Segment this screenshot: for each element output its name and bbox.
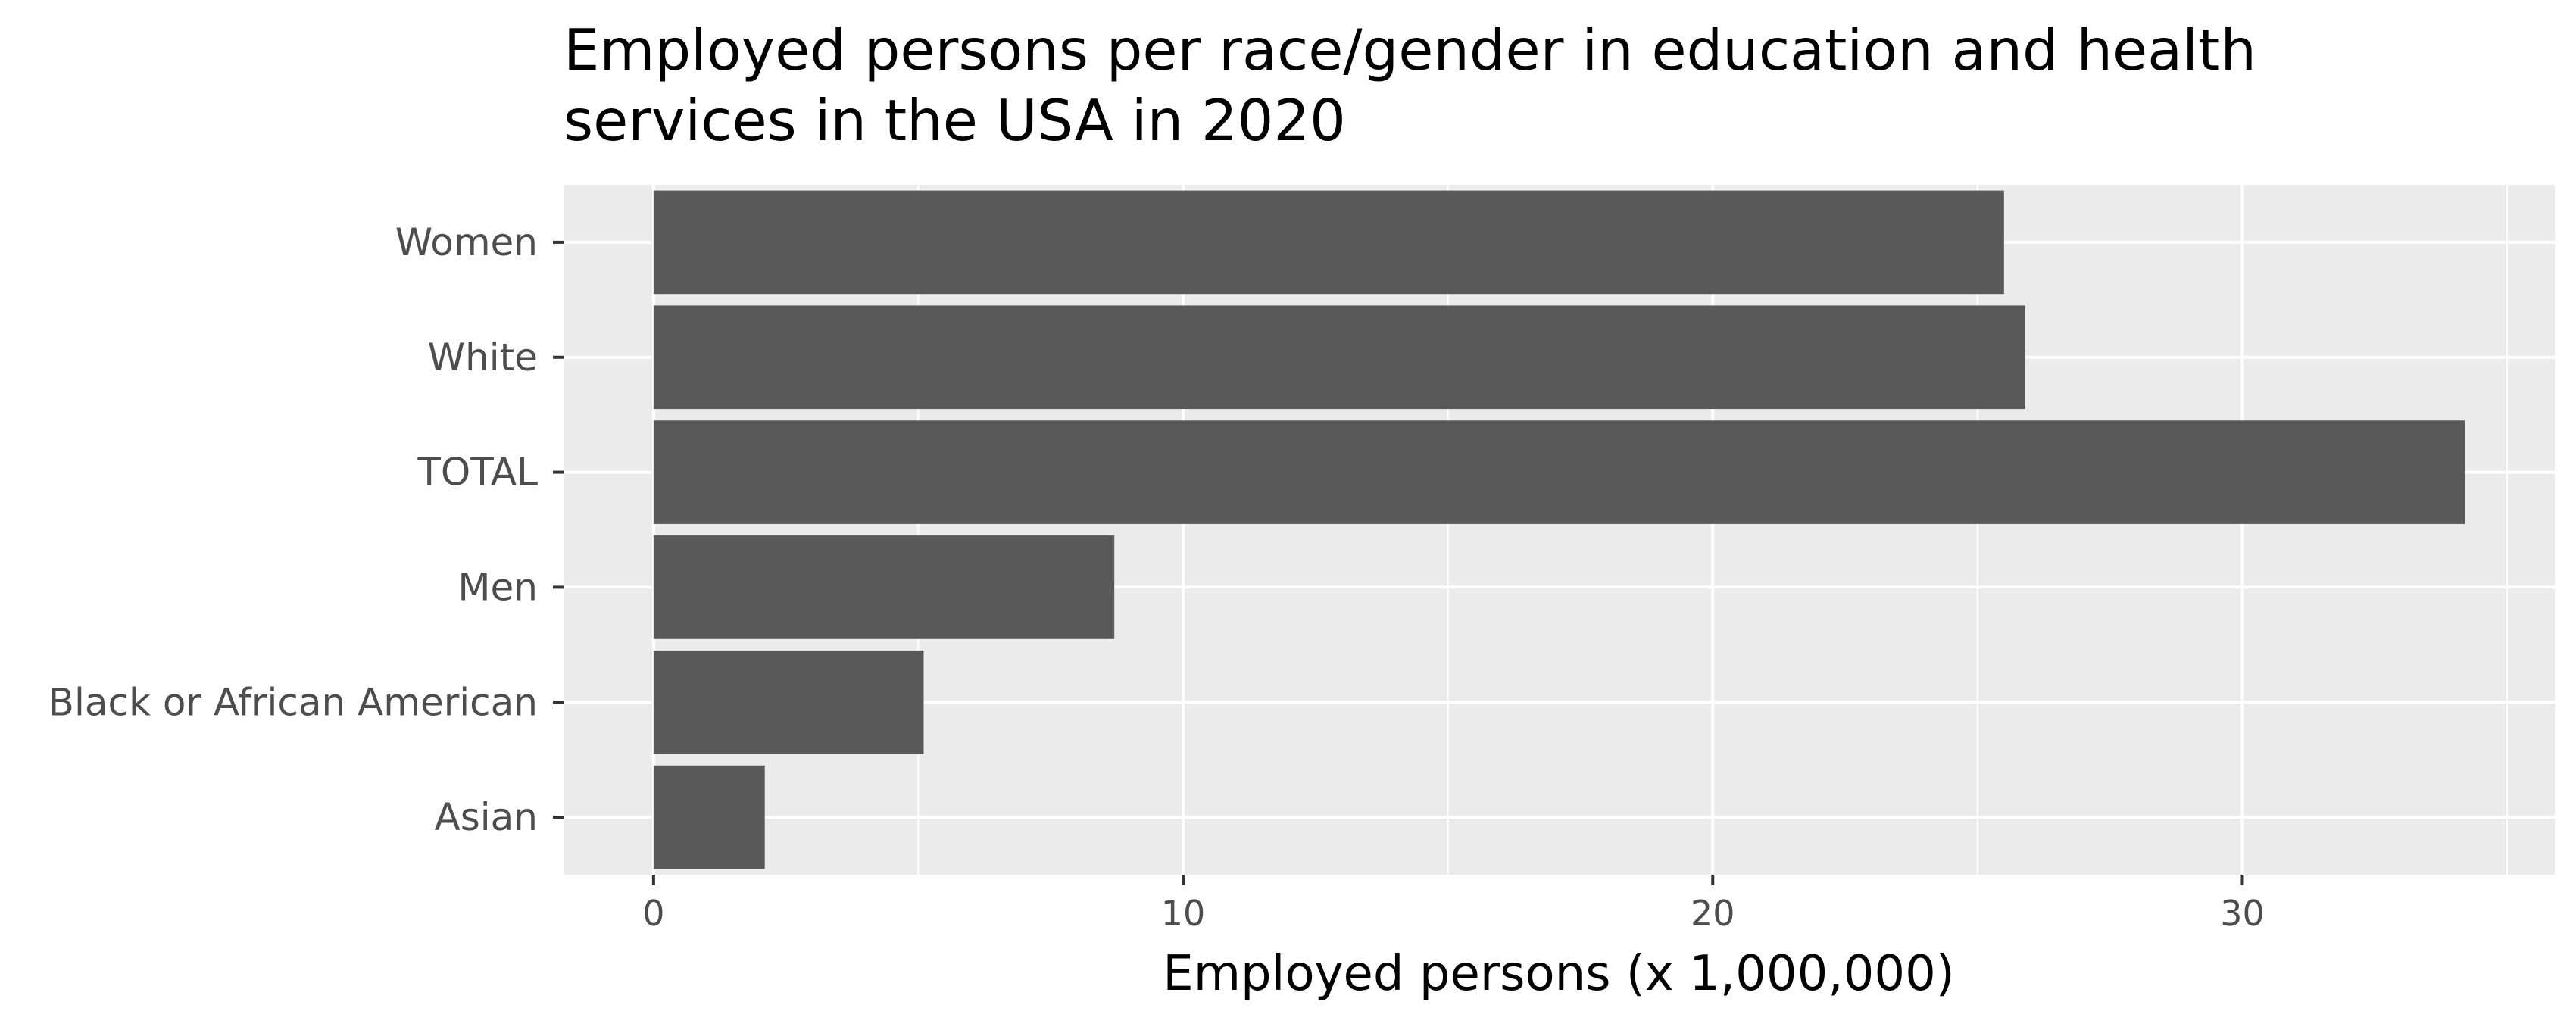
y-axis-category-label: Asian: [435, 795, 538, 839]
chart-title-line-2: services in the USA in 2020: [564, 87, 1346, 154]
y-axis-category-label: TOTAL: [417, 451, 538, 495]
x-axis-tick-label: 0: [642, 893, 664, 934]
bar: [653, 305, 2025, 410]
y-axis-category-label: Women: [395, 220, 538, 264]
bar: [653, 190, 2004, 295]
y-axis-category-label: Black or African American: [48, 680, 538, 724]
bar: [653, 650, 924, 754]
bar: [653, 420, 2465, 524]
x-axis: 0 10 20 30: [642, 875, 2265, 934]
bar: [653, 535, 1115, 639]
bar: [653, 765, 765, 869]
bars: [653, 190, 2465, 869]
y-axis: Women White TOTAL Men Black or African Ameri…: [48, 220, 564, 839]
x-axis-tick-label: 20: [1691, 893, 1735, 934]
x-axis-tick-label: 10: [1161, 893, 1206, 934]
y-axis-category-label: White: [428, 336, 538, 379]
y-axis-category-label: Men: [457, 565, 538, 609]
chart-title-line-1: Employed persons per race/gender in educ…: [564, 17, 2256, 83]
x-axis-tick-label: 30: [2220, 893, 2265, 934]
plot-panel: [564, 185, 2555, 875]
x-axis-title: Employed persons (x 1,000,000): [1163, 946, 1955, 1002]
